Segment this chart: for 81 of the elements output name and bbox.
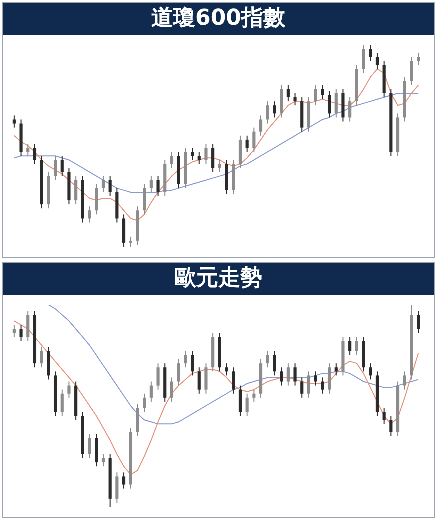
candlestick [334,88,338,118]
candlestick [266,101,270,124]
candlestick [252,389,256,402]
candlestick [170,152,174,169]
candlestick [273,101,276,118]
candlestick [300,377,304,398]
candlestick [60,156,64,177]
candlestick [68,381,71,398]
candlestick [95,184,98,216]
candlestick [246,393,249,417]
candlestick [286,363,290,386]
candlestick [143,184,146,216]
candlestick [102,454,106,468]
candlestick [348,97,352,122]
candlestick [190,350,194,376]
candlestick [12,324,16,338]
candlestick [390,416,393,437]
candlestick [122,472,126,490]
candlestick [321,84,324,100]
candlestick [294,92,297,106]
candlestick [198,152,201,165]
candlestick [259,115,263,136]
candlestick [403,371,406,390]
candlestick [60,389,64,417]
chart-title: 道瓊600指數 [3,3,434,35]
candlestick [321,377,324,394]
candlestick [307,371,311,398]
candlestick [334,363,338,376]
candlestick [355,336,358,356]
candlestick [170,377,174,402]
candlestick [12,115,16,128]
candlestick [108,176,112,197]
candlestick [252,127,256,153]
candlestick [129,236,132,248]
candlestick [20,324,23,342]
candlestick [280,367,284,386]
candlestick [143,393,146,413]
candlestick [88,434,92,460]
candlestick [54,156,58,181]
candlestick [218,160,222,173]
candlestick [88,206,92,224]
candlestick [150,176,153,193]
candlestick [410,56,414,86]
candlestick [225,363,228,376]
candlestick [369,44,372,62]
candlestick [328,90,332,118]
candlestick [294,363,297,386]
candlestick [273,350,276,376]
candlestick [376,52,380,70]
candlestick [369,363,372,380]
candlestick [74,176,78,206]
candlestick [184,350,188,368]
candlestick [102,176,106,193]
candlestick [204,143,208,165]
candlestick [156,363,160,390]
candlestick [417,52,420,66]
candlestick [286,84,290,102]
candlestick [362,44,366,74]
candlestick [328,363,332,394]
candlestick [212,143,215,173]
candlestick [116,472,119,504]
candlestick [266,350,270,368]
candlestick [314,371,318,386]
candlestick [198,367,201,394]
candlestick [40,346,44,368]
candlestick [348,336,352,356]
candlestick [232,367,236,394]
candlestick [246,135,249,153]
candlestick [204,363,208,394]
candlestick [26,310,30,342]
chart-title: 歐元走勢 [3,263,434,295]
candlestick [314,84,318,106]
candlestick [177,359,180,386]
candlestick [382,408,386,425]
candlestick [156,176,160,197]
candlestick [238,385,242,417]
candlestick [150,381,153,402]
candlestick [190,148,194,161]
candlestick [26,143,30,157]
candlestick [417,310,420,334]
candlestick [33,143,37,165]
